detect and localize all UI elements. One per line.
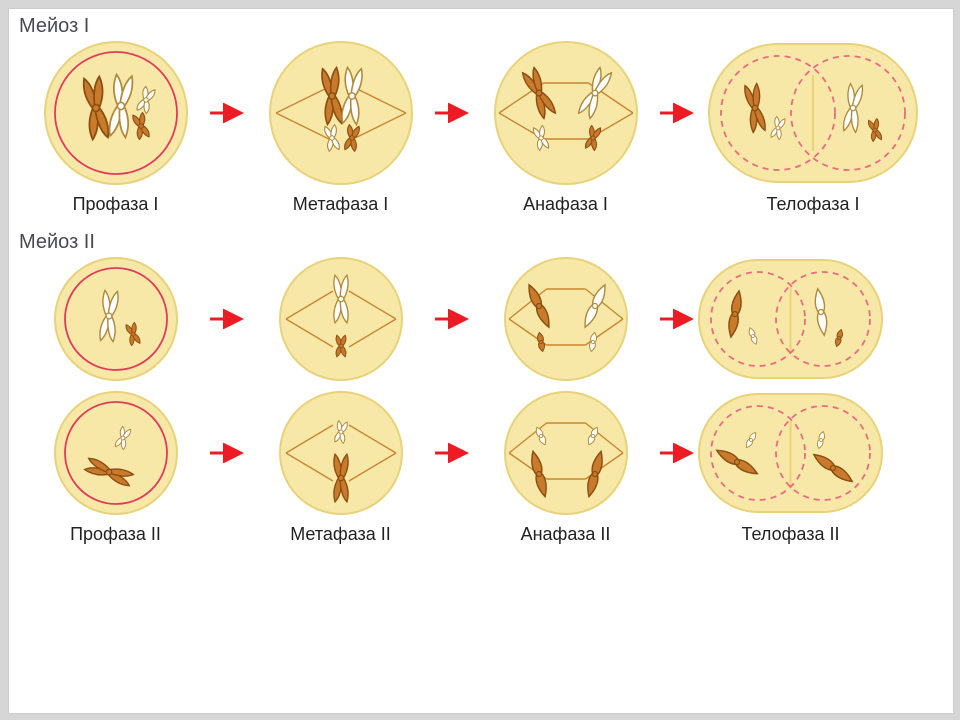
meiosis-2-row-a [9,254,953,384]
stage-anaphase-1: Анафаза I [473,38,658,215]
label-telophase-1: Телофаза I [767,194,860,215]
stage-anaphase-2a [473,254,658,384]
label-metaphase-1: Метафаза I [293,194,389,215]
section-title-1: Мейоз I [9,9,953,38]
cell-metaphase-1 [266,38,416,188]
stage-metaphase-2b: Метафаза II [248,388,433,545]
stage-telophase-2a [698,254,883,384]
stage-prophase-2b: Профаза II [23,388,208,545]
section-title-2: Мейоз II [9,225,953,254]
meiosis-1-row: Профаза I Метафаза I [9,38,953,215]
cell-metaphase-2b [276,388,406,518]
arrow-icon [433,254,473,384]
arrow-icon [208,254,248,384]
arrow-icon [433,388,473,518]
arrow-icon [433,38,473,188]
diagram-panel: Мейоз I Профаза I [8,8,954,714]
stage-telophase-2b: Телофаза II [698,388,883,545]
cell-metaphase-2a [276,254,406,384]
arrow-icon [658,254,698,384]
stage-prophase-2a [23,254,208,384]
cell-anaphase-2a [501,254,631,384]
stage-anaphase-2b: Анафаза II [473,388,658,545]
label-prophase-1: Профаза I [73,194,159,215]
arrow-icon [208,388,248,518]
arrow-icon [658,388,698,518]
cell-telophase-2b [693,388,888,518]
label-anaphase-1: Анафаза I [523,194,608,215]
cell-prophase-2a [51,254,181,384]
arrow-icon [208,38,248,188]
cell-prophase-1 [41,38,191,188]
label-metaphase-2: Метафаза II [290,524,391,545]
arrow-icon [658,38,698,188]
cell-prophase-2b [51,388,181,518]
cell-anaphase-2b [501,388,631,518]
cell-telophase-2a [693,254,888,384]
slide: Мейоз I Профаза I [0,0,960,720]
label-prophase-2: Профаза II [70,524,161,545]
stage-metaphase-1: Метафаза I [248,38,433,215]
label-telophase-2: Телофаза II [742,524,840,545]
stage-metaphase-2a [248,254,433,384]
label-anaphase-2: Анафаза II [521,524,611,545]
stage-telophase-1: Телофаза I [698,38,928,215]
cell-anaphase-1 [491,38,641,188]
stage-prophase-1: Профаза I [23,38,208,215]
meiosis-2-row-b: Профаза II Метафаза II [9,388,953,545]
cell-telophase-1 [703,38,923,188]
